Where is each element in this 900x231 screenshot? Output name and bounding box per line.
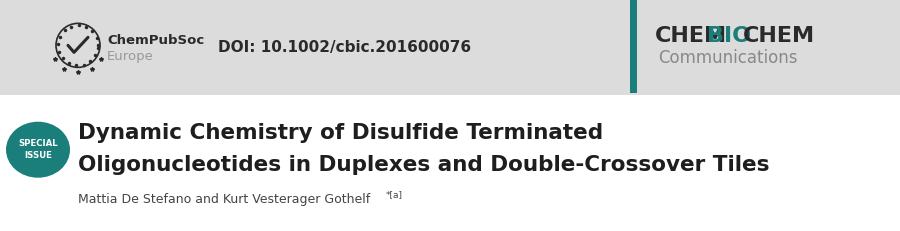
Text: BIO: BIO [707, 26, 751, 46]
Text: Dynamic Chemistry of Disulfide Terminated: Dynamic Chemistry of Disulfide Terminate… [78, 123, 603, 143]
Text: Europe: Europe [107, 50, 154, 63]
Bar [630, 0, 637, 93]
Text: CHEM: CHEM [655, 26, 727, 46]
Text: DOI: 10.1002/cbic.201600076: DOI: 10.1002/cbic.201600076 [219, 40, 472, 55]
Text: Oligonucleotides in Duplexes and Double-Crossover Tiles: Oligonucleotides in Duplexes and Double-… [78, 155, 770, 175]
Text: SPECIAL
ISSUE: SPECIAL ISSUE [18, 139, 58, 160]
Text: Mattia De Stefano and Kurt Vesterager Gothelf: Mattia De Stefano and Kurt Vesterager Go… [78, 193, 370, 206]
Text: CHEM: CHEM [743, 26, 815, 46]
Text: Communications: Communications [658, 49, 797, 67]
Ellipse shape [6, 122, 70, 178]
Text: *[a]: *[a] [386, 190, 403, 199]
Text: ChemPubSoc: ChemPubSoc [107, 34, 204, 47]
Bar [0, 0, 900, 95]
